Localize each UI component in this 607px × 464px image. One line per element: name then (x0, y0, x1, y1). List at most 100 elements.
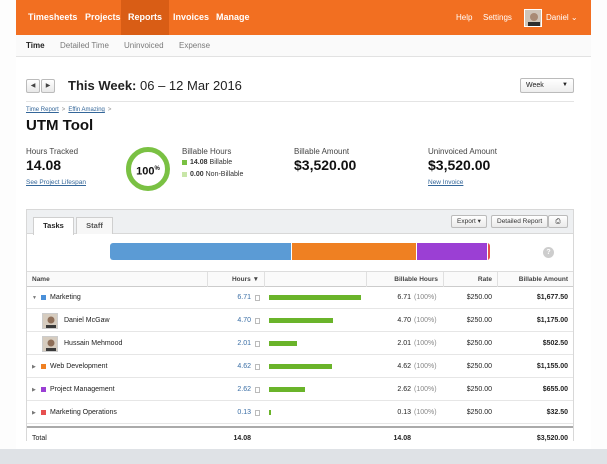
row-billable-hours: 0.13 (397, 409, 411, 416)
total-hours: 14.08 (233, 435, 251, 442)
row-billable-percent: (100%) (414, 409, 437, 416)
breakdown-segment (291, 243, 416, 260)
row-rate: $250.00 (466, 317, 492, 324)
sub-navigation: Time Detailed Time Uninvoiced Expense (16, 35, 591, 57)
table-header: Name Hours ▼ Billable Hours Rate Billabl… (27, 271, 573, 287)
row-billable-amount: $32.50 (546, 409, 568, 416)
billable-percent-donut: 100% (126, 147, 170, 191)
task-name: Marketing (50, 294, 81, 301)
nav-projects[interactable]: Projects (85, 12, 121, 22)
person-row[interactable]: Daniel McGaw 4.70 4.70 (100%) $250.00 $1,175.… (27, 310, 573, 332)
document-icon[interactable] (255, 318, 260, 324)
document-icon[interactable] (255, 295, 260, 301)
subnav-time[interactable]: Time (26, 41, 45, 50)
task-color-swatch (41, 410, 46, 415)
row-hours[interactable]: 2.01 (237, 340, 251, 347)
non-billable-hours-value: 0.00 (190, 171, 204, 178)
task-row[interactable]: ▶ Project Management 2.62 2.62 (100%) $250.00… (27, 379, 573, 401)
nav-reports[interactable]: Reports (121, 0, 170, 35)
non-billable-legend: 0.00 Non-Billable (182, 171, 243, 178)
tab-staff[interactable]: Staff (76, 217, 113, 234)
row-rate: $250.00 (466, 409, 492, 416)
expand-icon[interactable]: ▶ (32, 387, 36, 393)
task-row[interactable]: ▶ Marketing Operations 0.13 0.13 (100%) $250.… (27, 402, 573, 424)
task-row[interactable]: ▼ Marketing 6.71 6.71 (100%) $250.00 $1,677.50 (27, 287, 573, 309)
hours-tracked-value: 14.08 (26, 157, 62, 173)
column-header-hours[interactable]: Hours ▼ (207, 272, 264, 287)
collapse-icon[interactable]: ▼ (32, 295, 37, 301)
document-icon[interactable] (255, 387, 260, 393)
period-select[interactable]: Week ▼ (520, 78, 574, 93)
person-name: Hussain Mehmood (64, 340, 123, 347)
expand-icon[interactable]: ▶ (32, 410, 36, 416)
breadcrumb-separator: > (107, 107, 112, 113)
nav-invoices[interactable]: Invoices (173, 12, 210, 22)
document-icon[interactable] (255, 364, 260, 370)
column-header-hours-label: Hours (231, 276, 251, 283)
row-billable-percent: (100%) (414, 317, 437, 324)
hours-bar (269, 364, 332, 369)
expand-icon[interactable]: ▶ (32, 364, 36, 370)
hours-tracked-label: Hours Tracked (26, 147, 79, 156)
hours-bar (269, 387, 305, 392)
nav-help[interactable]: Help (456, 13, 473, 22)
hours-bar (269, 295, 361, 300)
breakdown-segment (487, 243, 490, 260)
breadcrumb-client[interactable]: Effin Amazing (68, 107, 105, 113)
user-menu[interactable]: Daniel ⌄ (546, 0, 578, 35)
subnav-uninvoiced[interactable]: Uninvoiced (124, 41, 164, 50)
tab-tasks[interactable]: Tasks (33, 217, 74, 235)
billable-hours-label: Billable Hours (182, 147, 232, 156)
top-navigation: Timesheets Projects Reports Invoices Man… (16, 0, 591, 35)
print-icon[interactable]: ⎙ (548, 215, 568, 228)
non-billable-text: Non-Billable (205, 171, 244, 178)
row-billable-percent: (100%) (414, 363, 437, 370)
new-invoice-link[interactable]: New Invoice (428, 179, 464, 186)
nav-settings[interactable]: Settings (483, 13, 512, 22)
caret-down-icon: ▼ (562, 82, 568, 88)
chevron-down-icon: ⌄ (570, 13, 578, 22)
desktop-edge (0, 449, 607, 464)
nav-manage[interactable]: Manage (216, 12, 250, 22)
person-photo-icon (42, 336, 58, 352)
row-billable-amount: $1,175.00 (536, 317, 568, 324)
detailed-report-button[interactable]: Detailed Report (491, 215, 549, 228)
project-lifespan-link[interactable]: See Project Lifespan (26, 179, 86, 186)
row-hours[interactable]: 2.62 (237, 386, 251, 393)
user-avatar[interactable] (524, 9, 542, 27)
subnav-detailed-time[interactable]: Detailed Time (60, 41, 109, 50)
user-name: Daniel (546, 13, 569, 22)
nav-timesheets[interactable]: Timesheets (28, 12, 78, 22)
column-header-name[interactable]: Name (32, 276, 50, 283)
row-billable-amount: $1,155.00 (536, 363, 568, 370)
row-billable-hours: 6.71 (397, 294, 411, 301)
column-header-billable-amount[interactable]: Billable Amount (497, 272, 573, 287)
total-label: Total (32, 435, 47, 442)
row-hours[interactable]: 4.70 (237, 317, 251, 324)
billable-percent-value: 100 (136, 165, 155, 178)
breadcrumb-time-report[interactable]: Time Report (26, 107, 59, 113)
person-row[interactable]: Hussain Mehmood 2.01 2.01 (100%) $250.00 $502… (27, 333, 573, 355)
row-hours[interactable]: 6.71 (237, 294, 251, 301)
uninvoiced-amount-label: Uninvoiced Amount (428, 147, 497, 156)
hours-breakdown-bar (110, 243, 490, 260)
document-icon[interactable] (255, 410, 260, 416)
row-billable-hours: 2.62 (397, 386, 411, 393)
non-billable-swatch (182, 171, 187, 177)
prev-week-button[interactable]: ◀ (26, 79, 40, 93)
person-photo-icon (42, 313, 58, 329)
document-icon[interactable] (255, 341, 260, 347)
subnav-expense[interactable]: Expense (179, 41, 211, 50)
row-billable-amount: $502.50 (542, 340, 568, 347)
help-icon[interactable]: ? (543, 247, 554, 258)
row-hours[interactable]: 4.62 (237, 363, 251, 370)
panel-header: Tasks Staff Export ▾ Detailed Report ⎙ (27, 210, 573, 235)
export-button[interactable]: Export ▾ (451, 215, 487, 228)
row-hours[interactable]: 0.13 (237, 409, 251, 416)
row-billable-percent: (100%) (414, 294, 437, 301)
next-week-button[interactable]: ▶ (41, 79, 55, 93)
column-header-rate[interactable]: Rate (443, 272, 497, 287)
row-billable-amount: $1,677.50 (536, 294, 568, 301)
column-header-billable-hours[interactable]: Billable Hours (366, 272, 443, 287)
task-row[interactable]: ▶ Web Development 4.62 4.62 (100%) $250.00 $1,… (27, 356, 573, 378)
